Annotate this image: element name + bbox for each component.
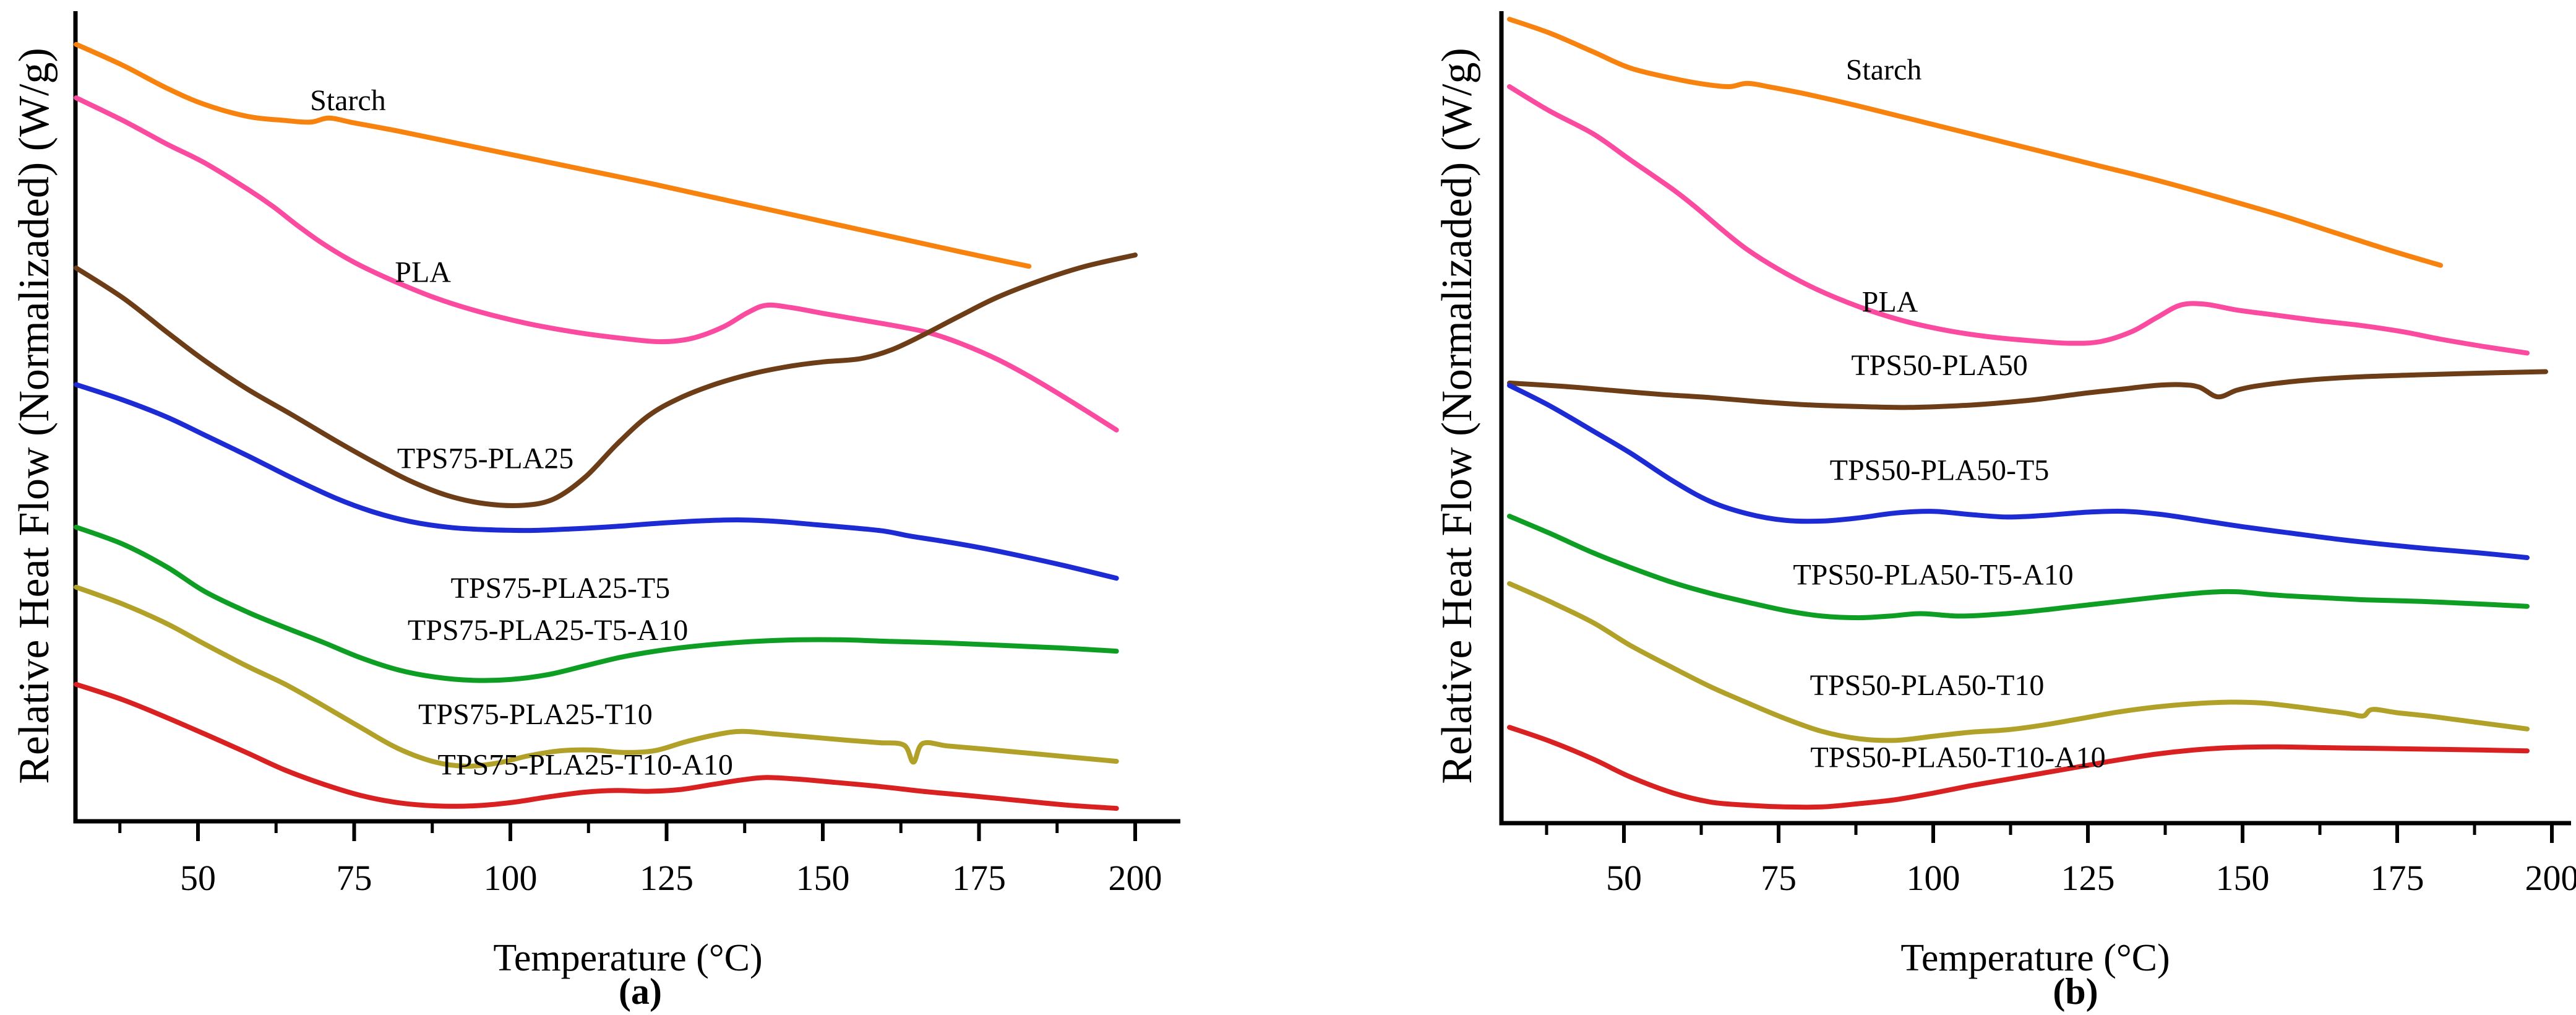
series-label-tps75-pla25-a: TPS75-PLA25: [397, 443, 573, 475]
x-tick-label-50: 50: [1606, 858, 1642, 898]
series-line-tps75-pla25-a: [74, 253, 1138, 509]
series-line-tps75-pla25-t10-a: [74, 584, 1119, 769]
x-axis-title: Temperature (°C): [1900, 937, 2170, 979]
dsc-panel-a: 50 75 100 125 150 175 200 Temperature (°C) Relat…: [11, 11, 1180, 1012]
series-label-starch-a: Starch: [310, 84, 386, 117]
panel-b-axes: [1499, 11, 2571, 843]
series-line-tps50-pla50-t10-a10-b: [1507, 725, 2530, 810]
series-label-tps50-pla50-t10-b: TPS50-PLA50-T10: [1810, 669, 2045, 702]
x-tick-label-100: 100: [484, 858, 538, 898]
series-label-tps75-pla25-t5-a: TPS75-PLA25-T5: [450, 572, 670, 605]
series-label-tps75-pla25-t10-a10-a: TPS75-PLA25-T10-A10: [438, 748, 733, 781]
series-line-tps75-pla25-t5-a: [74, 382, 1119, 581]
x-tick-label-175: 175: [952, 858, 1006, 898]
x-tick-label-200: 200: [2525, 858, 2576, 898]
panel-letter-b: (b): [2053, 971, 2098, 1012]
series-label-pla-a: PLA: [395, 256, 451, 288]
series-label-tps75-pla25-t10-a: TPS75-PLA25-T10: [418, 698, 653, 731]
panel-a-axes: [73, 11, 1180, 841]
series-line-starch-a: [74, 41, 1032, 269]
series-line-tps75-pla25-t10-a10-a: [74, 681, 1119, 811]
y-axis-title: Relative Heat Flow (Normalizaded) (W/g): [11, 48, 58, 784]
series-label-tps75-pla25-t5-a10-a: TPS75-PLA25-T5-A10: [408, 614, 688, 647]
x-tick-label-200: 200: [1109, 858, 1162, 898]
series-line-tps50-pla50-t10-b: [1507, 581, 2530, 743]
dsc-panel-b: 50 75 100 125 150 175 200 Temperature (°C) Relat…: [1433, 11, 2576, 1012]
x-tick-label-125: 125: [2061, 858, 2115, 898]
series-label-pla-b: PLA: [1862, 286, 1918, 319]
x-axis-title: Temperature (°C): [493, 937, 762, 979]
series-label-tps50-pla50-t10-a10-b: TPS50-PLA50-T10-A10: [1810, 741, 2105, 774]
series-line-tps75-pla25-t5-a10-a: [74, 524, 1119, 683]
series-line-pla-b: [1507, 84, 2530, 356]
series-label-tps50-pla50-b: TPS50-PLA50: [1851, 349, 2027, 382]
x-tick-label-100: 100: [1907, 858, 1960, 898]
x-tick-label-75: 75: [1761, 858, 1797, 898]
x-tick-label-75: 75: [337, 858, 372, 898]
series-line-tps50-pla50-t5-b: [1507, 382, 2530, 560]
panel-letter-a: (a): [619, 971, 662, 1012]
y-axis-title: Relative Heat Flow (Normalizaded) (W/g): [1433, 48, 1481, 784]
x-tick-label-150: 150: [2216, 858, 2270, 898]
series-label-tps50-pla50-t5-b: TPS50-PLA50-T5: [1830, 454, 2050, 486]
series-label-tps50-pla50-t5-a10-b: TPS50-PLA50-T5-A10: [1793, 559, 2073, 592]
x-tick-label-125: 125: [640, 858, 693, 898]
series-line-pla-a: [74, 95, 1119, 433]
series-line-tps50-pla50-t5-a10-b: [1507, 514, 2530, 621]
x-tick-label-175: 175: [2371, 858, 2424, 898]
x-tick-label-50: 50: [180, 858, 216, 898]
series-line-starch-b: [1507, 17, 2443, 268]
series-label-starch-b: Starch: [1846, 53, 1922, 86]
series-line-tps50-pla50-b: [1507, 369, 2548, 410]
x-tick-label-150: 150: [796, 858, 850, 898]
